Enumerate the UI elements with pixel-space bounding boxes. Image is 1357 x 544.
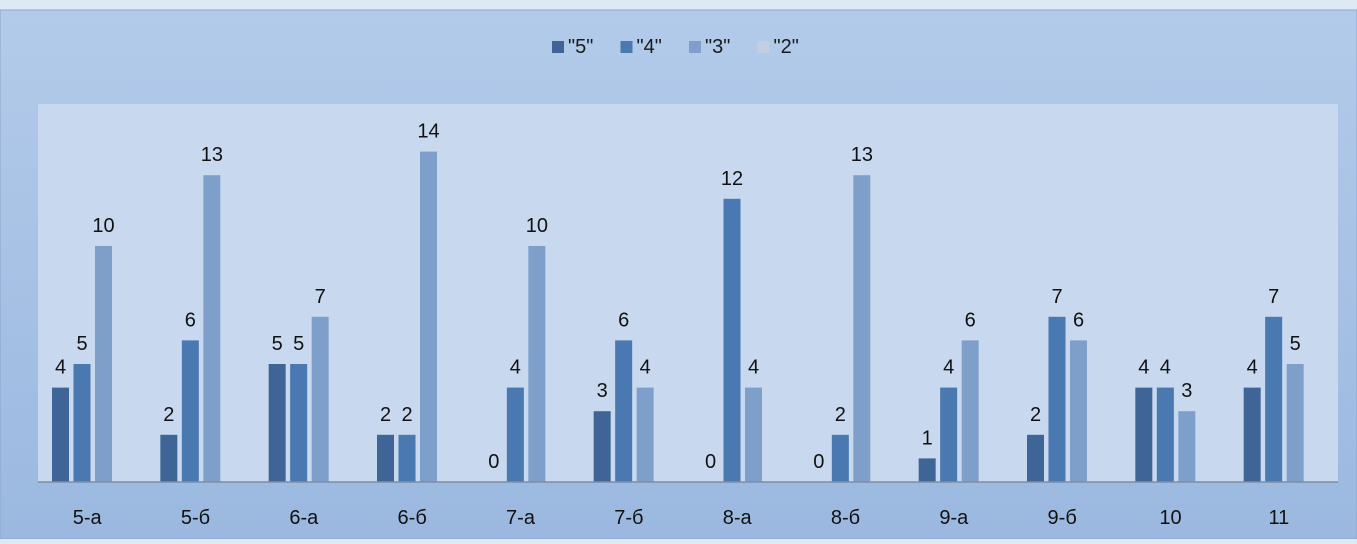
x-tick-label-6: 8-а [723, 507, 753, 529]
bar-5-2 [636, 387, 654, 482]
data-label-3-2: 14 [417, 121, 439, 143]
x-tick-label-9: 9-б [1048, 507, 1077, 529]
data-label-5-0: 3 [597, 380, 608, 402]
x-tick-label-11: 11 [1268, 507, 1289, 529]
data-label-4-1: 4 [510, 357, 521, 379]
bar-4-2 [528, 246, 546, 482]
bar-7-2 [853, 175, 871, 482]
data-label-2-1: 5 [293, 333, 304, 355]
data-label-5-1: 6 [618, 309, 629, 331]
legend-swatch-1 [620, 41, 633, 53]
bar-2-0 [268, 364, 286, 482]
data-label-11-1: 7 [1268, 286, 1279, 308]
data-label-4-2: 10 [526, 215, 548, 237]
data-label-8-1: 4 [943, 357, 954, 379]
bar-9-2 [1070, 340, 1087, 482]
bar-10-1 [1156, 387, 1174, 482]
plot-area [38, 104, 1338, 482]
legend-swatch-2 [689, 41, 701, 53]
bar-9-1 [1048, 316, 1066, 482]
data-label-11-0: 4 [1247, 357, 1258, 379]
bar-11-2 [1286, 364, 1304, 482]
data-label-5-2: 4 [640, 357, 651, 379]
data-label-2-2: 7 [315, 286, 326, 308]
bar-4-1 [506, 387, 524, 482]
data-label-0-2: 10 [92, 215, 114, 237]
bar-1-2 [203, 175, 221, 482]
bar-6-2 [745, 387, 762, 482]
x-tick-label-0: 5-а [73, 507, 103, 529]
data-label-10-2: 3 [1181, 380, 1192, 402]
bar-1-0 [160, 434, 178, 482]
data-label-1-2: 13 [201, 144, 223, 166]
data-label-4-0: 0 [488, 451, 499, 473]
data-label-6-1: 12 [721, 168, 743, 190]
bar-1-1 [181, 340, 199, 482]
bar-9-0 [1027, 434, 1044, 482]
bar-11-1 [1265, 316, 1283, 482]
bar-5-1 [615, 340, 633, 482]
data-label-1-1: 6 [185, 309, 196, 331]
data-label-11-2: 5 [1290, 333, 1301, 355]
data-label-7-0: 0 [813, 451, 824, 473]
data-label-9-2: 6 [1073, 309, 1084, 331]
bar-6-1 [723, 198, 741, 483]
bars-group [52, 151, 1304, 483]
x-tick-label-7: 8-б [831, 507, 860, 529]
x-tick-label-5: 7-б [614, 507, 643, 529]
x-tick-label-8: 9-а [939, 507, 969, 529]
data-label-9-1: 7 [1051, 286, 1062, 308]
bar-3-2 [420, 151, 437, 482]
bar-11-0 [1243, 387, 1261, 482]
bar-5-0 [593, 411, 611, 482]
data-label-2-0: 5 [272, 333, 283, 355]
x-tick-label-10: 10 [1159, 507, 1181, 529]
bar-10-0 [1135, 387, 1153, 482]
legend-label-1: "4" [637, 36, 662, 58]
legend-swatch-3 [757, 41, 770, 53]
x-tick-label-4: 7-а [506, 507, 536, 529]
bar-0-1 [73, 364, 91, 482]
data-label-9-0: 2 [1030, 404, 1041, 426]
data-label-0-1: 5 [76, 333, 87, 355]
x-tick-label-3: 6-б [398, 507, 427, 529]
legend-label-0: "5" [568, 36, 593, 58]
data-label-6-0: 0 [705, 451, 716, 473]
bar-8-2 [961, 340, 979, 482]
bar-2-2 [311, 316, 329, 482]
data-label-8-2: 6 [965, 309, 976, 331]
x-tick-labels: 5-а 5-б 6-а 6-б 7-а 7-б 8-а 8-б 9-а 9-б 10 11 [73, 507, 1290, 529]
data-label-10-1: 4 [1160, 357, 1171, 379]
x-tick-label-2: 6-а [289, 507, 319, 529]
bar-3-1 [398, 434, 416, 482]
data-label-3-0: 2 [380, 404, 391, 426]
data-label-3-1: 2 [401, 404, 412, 426]
bar-8-1 [940, 387, 958, 482]
legend-label-3: "2" [774, 36, 799, 58]
legend-swatch-0 [552, 41, 564, 53]
data-label-8-0: 1 [922, 427, 933, 449]
bar-0-2 [95, 246, 112, 482]
legend-label-2: "3" [705, 36, 730, 58]
bar-0-0 [52, 387, 69, 482]
data-label-7-1: 2 [835, 404, 846, 426]
data-label-7-2: 13 [851, 144, 873, 166]
bar-7-1 [831, 434, 849, 482]
x-tick-label-1: 5-б [181, 507, 210, 529]
bar-2-1 [290, 364, 308, 482]
legend: "5" "4" "3" "2" [552, 36, 799, 58]
bar-3-0 [377, 434, 394, 482]
bar-10-2 [1178, 411, 1196, 482]
data-label-10-0: 4 [1138, 357, 1149, 379]
data-label-1-0: 2 [163, 404, 174, 426]
data-label-0-0: 4 [55, 357, 66, 379]
data-label-6-2: 4 [748, 357, 759, 379]
bar-8-0 [918, 458, 936, 482]
